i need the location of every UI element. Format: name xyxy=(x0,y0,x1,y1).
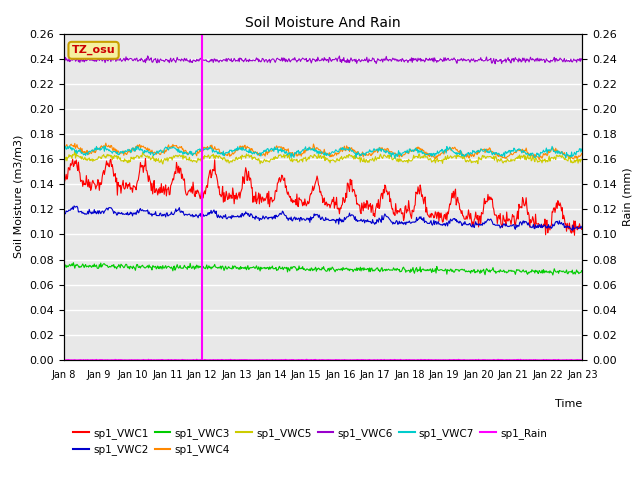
Legend: sp1_VWC1, sp1_VWC2, sp1_VWC3, sp1_VWC4, sp1_VWC5, sp1_VWC6, sp1_VWC7, sp1_Rain: sp1_VWC1, sp1_VWC2, sp1_VWC3, sp1_VWC4, … xyxy=(69,424,551,459)
Title: Soil Moisture And Rain: Soil Moisture And Rain xyxy=(245,16,401,30)
Text: TZ_osu: TZ_osu xyxy=(72,45,115,56)
Y-axis label: Rain (mm): Rain (mm) xyxy=(623,168,632,226)
Y-axis label: Soil Moisture (m3/m3): Soil Moisture (m3/m3) xyxy=(14,135,24,259)
Text: Time: Time xyxy=(555,399,582,409)
